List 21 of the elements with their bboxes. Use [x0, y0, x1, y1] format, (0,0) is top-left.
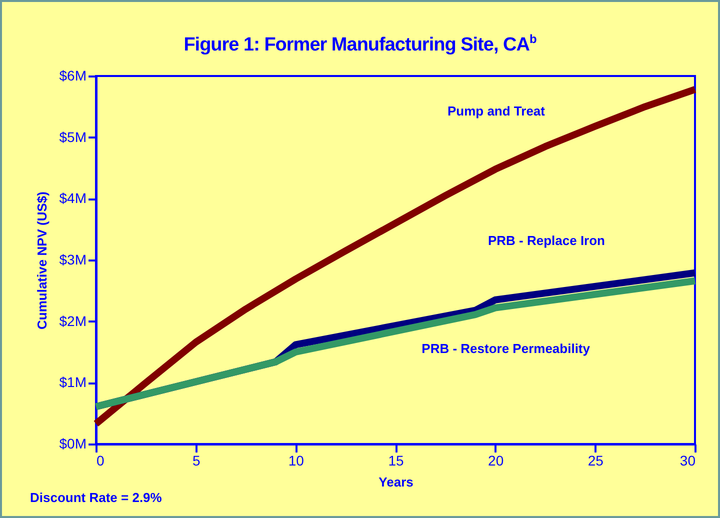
series-label: PRB - Restore Permeability	[422, 340, 591, 356]
x-tick-label: 10	[288, 452, 304, 468]
x-tick-label: 15	[388, 452, 404, 468]
x-axis-title: Years	[378, 474, 414, 490]
y-tick-label: $5M	[59, 128, 86, 145]
text: PRB - Replace Iron	[488, 232, 606, 248]
y-tick-label: $6M	[59, 68, 86, 84]
y-tick-label: $2M	[59, 312, 86, 329]
y-tick-label: $0M	[59, 436, 86, 452]
chart-title: Figure 1: Former Manufacturing Site, CA$^{b}$	[182, 32, 538, 56]
y-tick-label: $1M	[59, 374, 86, 390]
text: Discount Rate = 2.9%	[30, 490, 162, 505]
x-tick-label: 30	[680, 452, 696, 468]
x-tick-label: 20	[488, 452, 504, 468]
x-tick-label: 25	[588, 452, 604, 468]
text: Pump and Treat	[447, 103, 546, 118]
x-tick-label: 5	[192, 452, 200, 468]
y-tick-label: $3M	[59, 252, 86, 268]
y-tick-label: $4M	[59, 190, 86, 206]
y-axis-title: Cumulative NPV (US$)	[34, 192, 50, 330]
x-tick-label: 0	[96, 452, 104, 468]
